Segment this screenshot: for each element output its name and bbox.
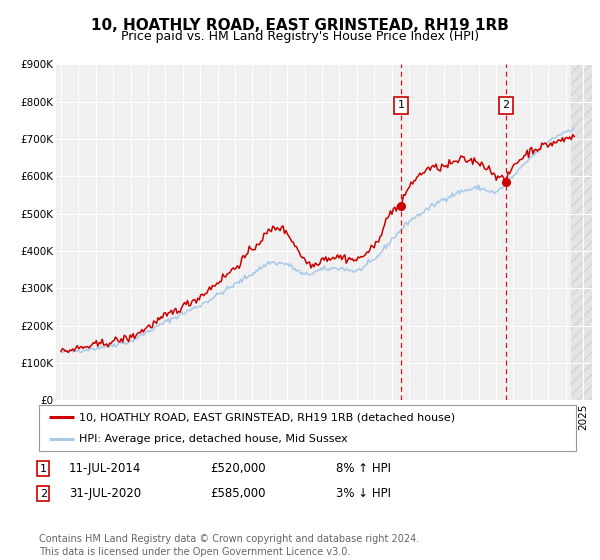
Text: 8% ↑ HPI: 8% ↑ HPI (336, 462, 391, 475)
Text: HPI: Average price, detached house, Mid Sussex: HPI: Average price, detached house, Mid … (79, 434, 348, 444)
Text: 2: 2 (40, 489, 47, 499)
Text: £585,000: £585,000 (210, 487, 265, 501)
Text: £520,000: £520,000 (210, 462, 266, 475)
Text: 31-JUL-2020: 31-JUL-2020 (69, 487, 141, 501)
Text: 10, HOATHLY ROAD, EAST GRINSTEAD, RH19 1RB (detached house): 10, HOATHLY ROAD, EAST GRINSTEAD, RH19 1… (79, 412, 455, 422)
Text: 1: 1 (40, 464, 47, 474)
Text: 10, HOATHLY ROAD, EAST GRINSTEAD, RH19 1RB: 10, HOATHLY ROAD, EAST GRINSTEAD, RH19 1… (91, 18, 509, 33)
Text: Price paid vs. HM Land Registry's House Price Index (HPI): Price paid vs. HM Land Registry's House … (121, 30, 479, 43)
Text: 11-JUL-2014: 11-JUL-2014 (69, 462, 142, 475)
Text: 2: 2 (502, 100, 509, 110)
Text: 1: 1 (397, 100, 404, 110)
Text: 3% ↓ HPI: 3% ↓ HPI (336, 487, 391, 501)
Bar (571, 64, 592, 400)
Text: Contains HM Land Registry data © Crown copyright and database right 2024.
This d: Contains HM Land Registry data © Crown c… (39, 534, 419, 557)
